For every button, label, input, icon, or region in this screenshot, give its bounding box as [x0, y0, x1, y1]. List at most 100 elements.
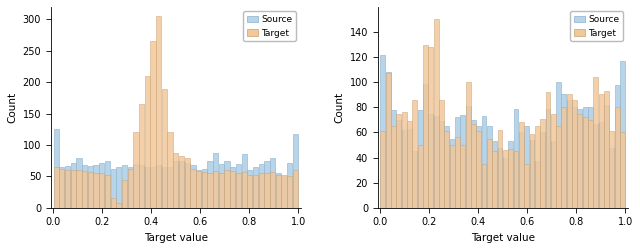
- Bar: [471, 120, 476, 208]
- Bar: [264, 173, 269, 208]
- Bar: [202, 172, 207, 208]
- Bar: [196, 170, 201, 208]
- Bar: [264, 161, 269, 208]
- Bar: [76, 158, 81, 208]
- Bar: [572, 100, 577, 208]
- Bar: [487, 139, 492, 208]
- Bar: [60, 170, 65, 208]
- Bar: [156, 165, 161, 208]
- Bar: [70, 170, 76, 208]
- Y-axis label: Count: Count: [334, 92, 344, 123]
- Bar: [455, 138, 460, 208]
- Bar: [407, 121, 412, 208]
- Bar: [577, 108, 582, 208]
- Bar: [444, 126, 449, 208]
- Bar: [287, 162, 292, 208]
- Bar: [439, 100, 444, 208]
- Bar: [116, 203, 122, 208]
- Bar: [173, 152, 179, 208]
- Bar: [282, 176, 287, 208]
- Bar: [396, 120, 401, 208]
- Bar: [492, 141, 497, 208]
- Bar: [481, 164, 486, 208]
- Bar: [133, 164, 138, 208]
- Bar: [418, 145, 422, 208]
- Bar: [241, 154, 247, 208]
- Bar: [466, 82, 470, 208]
- Bar: [455, 118, 460, 208]
- Bar: [593, 124, 598, 208]
- Bar: [225, 161, 230, 208]
- Bar: [236, 164, 241, 208]
- Bar: [391, 110, 396, 208]
- Bar: [545, 108, 550, 208]
- Bar: [561, 107, 566, 208]
- Bar: [168, 132, 173, 208]
- Bar: [168, 167, 173, 208]
- Bar: [127, 169, 133, 208]
- Bar: [412, 100, 417, 208]
- Legend: Source, Target: Source, Target: [570, 12, 623, 41]
- Bar: [593, 77, 598, 208]
- Bar: [402, 112, 406, 208]
- Bar: [230, 172, 236, 208]
- Bar: [162, 167, 167, 208]
- Bar: [190, 165, 195, 208]
- Bar: [293, 134, 298, 208]
- Bar: [444, 131, 449, 208]
- Bar: [54, 129, 59, 208]
- Bar: [588, 120, 593, 208]
- Bar: [524, 126, 529, 208]
- Bar: [287, 176, 292, 208]
- Bar: [70, 162, 76, 208]
- Bar: [213, 172, 218, 208]
- Bar: [588, 107, 593, 208]
- Bar: [620, 61, 625, 208]
- Bar: [503, 158, 508, 208]
- Bar: [604, 105, 609, 208]
- Bar: [139, 104, 144, 208]
- Bar: [529, 134, 534, 208]
- Bar: [508, 141, 513, 208]
- Bar: [184, 158, 190, 208]
- Bar: [460, 115, 465, 208]
- Bar: [179, 161, 184, 208]
- Bar: [105, 175, 110, 208]
- Bar: [439, 121, 444, 208]
- Bar: [428, 47, 433, 208]
- Bar: [156, 16, 161, 208]
- Bar: [207, 173, 212, 208]
- Bar: [236, 173, 241, 208]
- Bar: [88, 166, 93, 208]
- Bar: [293, 170, 298, 208]
- Bar: [513, 108, 518, 208]
- X-axis label: Target value: Target value: [470, 233, 534, 243]
- Bar: [93, 165, 99, 208]
- Bar: [540, 132, 545, 208]
- Bar: [111, 169, 116, 208]
- Bar: [604, 91, 609, 208]
- Bar: [556, 126, 561, 208]
- Bar: [162, 88, 167, 208]
- Bar: [99, 162, 104, 208]
- Bar: [213, 152, 218, 208]
- Bar: [386, 72, 390, 208]
- Bar: [476, 131, 481, 208]
- Bar: [450, 145, 454, 208]
- Bar: [259, 173, 264, 208]
- Bar: [481, 116, 486, 208]
- Bar: [207, 161, 212, 208]
- Bar: [122, 165, 127, 208]
- Bar: [219, 164, 224, 208]
- Bar: [76, 170, 81, 208]
- Bar: [282, 175, 287, 208]
- Bar: [535, 161, 540, 208]
- Bar: [492, 151, 497, 208]
- Bar: [82, 165, 87, 208]
- Bar: [202, 169, 207, 208]
- Bar: [99, 173, 104, 208]
- Bar: [423, 44, 428, 208]
- Bar: [497, 130, 502, 208]
- Bar: [82, 172, 87, 208]
- Bar: [259, 164, 264, 208]
